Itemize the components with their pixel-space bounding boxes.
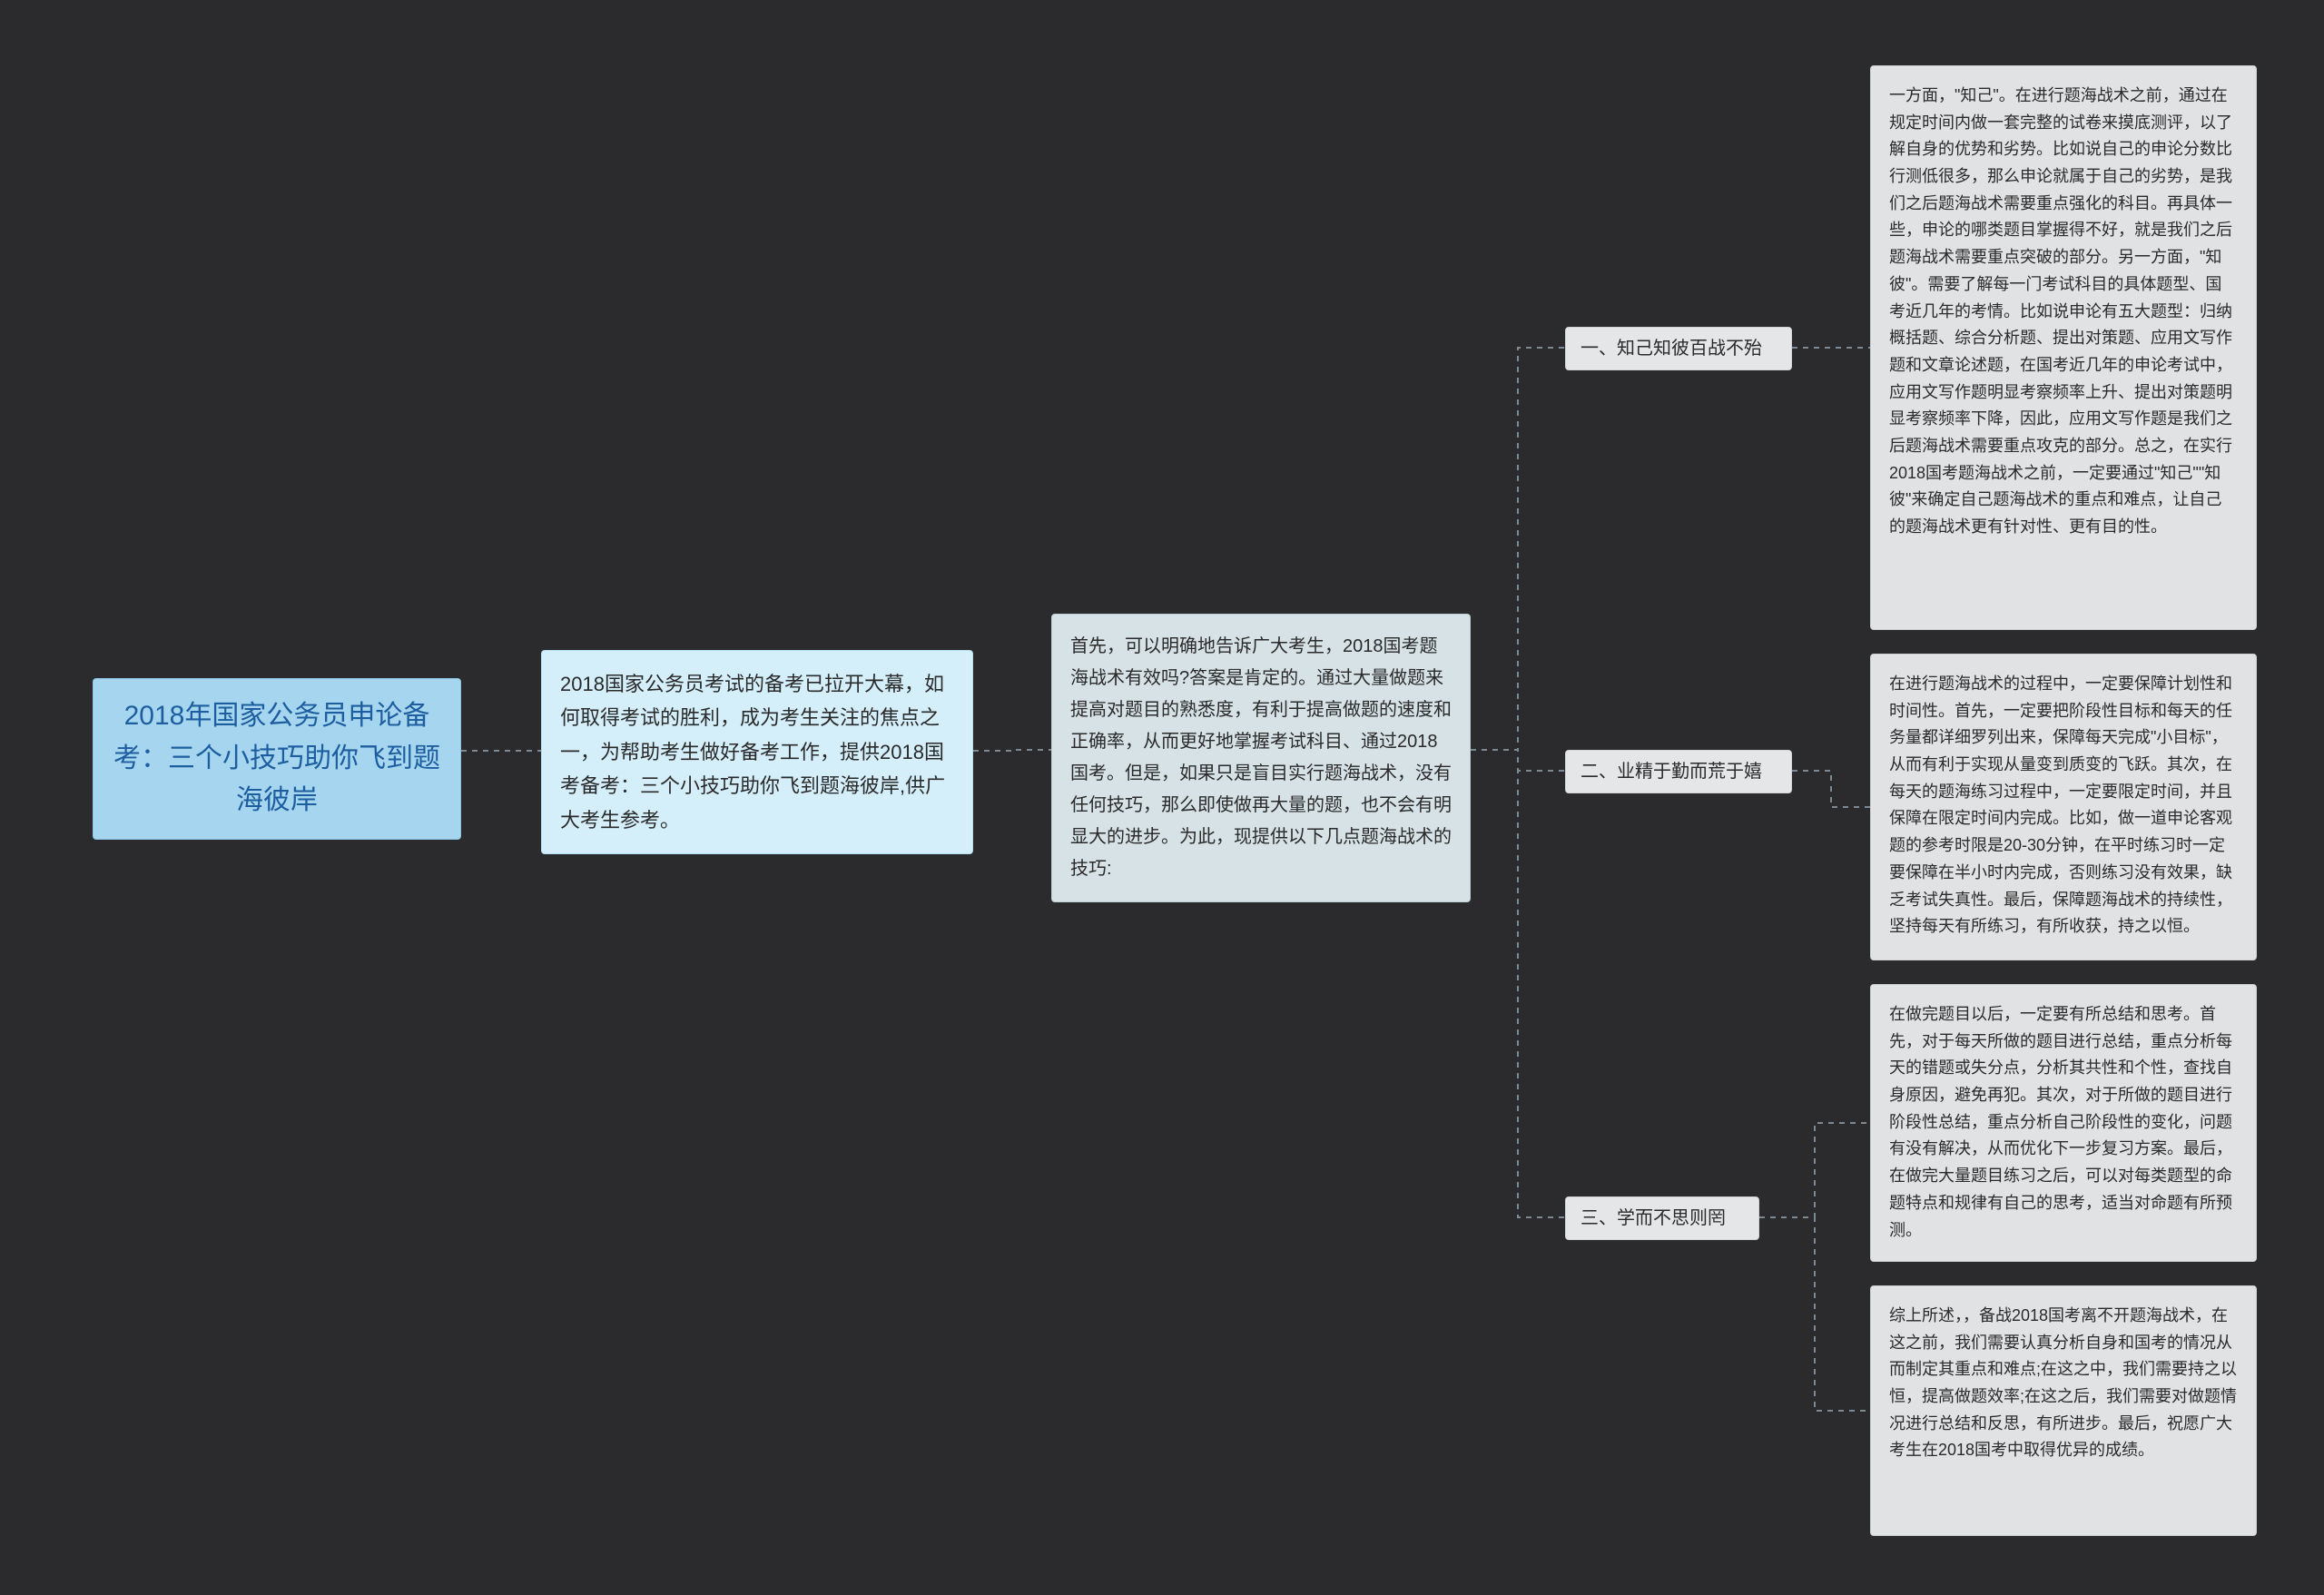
node-h3: 三、学而不思则罔 [1565, 1196, 1759, 1240]
edge-intro2-to-h2 [1471, 750, 1565, 771]
node-leaf2: 在进行题海战术的过程中，一定要保障计划性和时间性。首先，一定要把阶段性目标和每天… [1870, 654, 2257, 960]
node-root: 2018年国家公务员申论备考：三个小技巧助你飞到题海彼岸 [93, 678, 461, 840]
node-leaf1: 一方面，"知己"。在进行题海战术之前，通过在规定时间内做一套完整的试卷来摸底测评… [1870, 65, 2257, 630]
edge-intro1-to-intro2 [973, 750, 1051, 751]
node-intro1: 2018国家公务员考试的备考已拉开大幕，如何取得考试的胜利，成为考生关注的焦点之… [541, 650, 973, 854]
node-leaf3a: 在做完题目以后，一定要有所总结和思考。首先，对于每天所做的题目进行总结，重点分析… [1870, 984, 2257, 1262]
node-h2: 二、业精于勤而荒于嬉 [1565, 750, 1792, 793]
node-h1: 一、知己知彼百战不殆 [1565, 327, 1792, 370]
node-intro2: 首先，可以明确地告诉广大考生，2018国考题海战术有效吗?答案是肯定的。通过大量… [1051, 614, 1471, 902]
edge-h3-to-leaf3b [1759, 1217, 1870, 1411]
node-leaf3b: 综上所述，，备战2018国考离不开题海战术，在这之前，我们需要认真分析自身和国考… [1870, 1285, 2257, 1536]
edge-intro2-to-h3 [1471, 750, 1565, 1217]
edge-h3-to-leaf3a [1759, 1123, 1870, 1217]
edge-intro2-to-h1 [1471, 348, 1565, 750]
edge-h2-to-leaf2 [1792, 771, 1870, 807]
